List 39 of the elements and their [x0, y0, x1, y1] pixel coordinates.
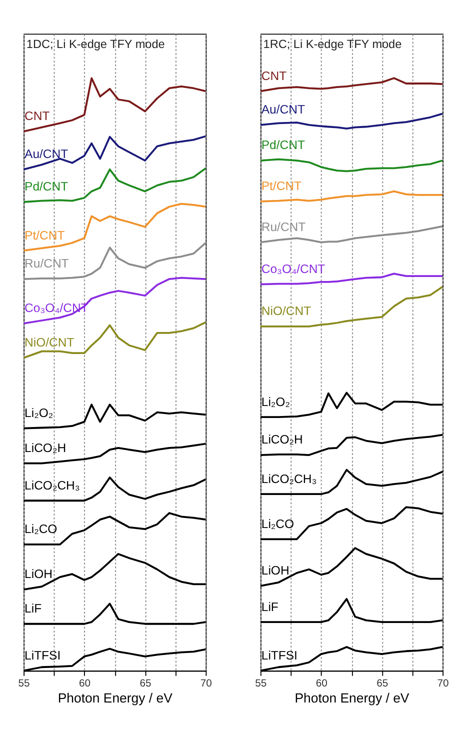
x-tick-label: 70	[200, 678, 212, 690]
x-tick-label: 60	[79, 678, 91, 690]
series-label: NiO/CNT	[24, 336, 75, 350]
series-label: Li₂CO	[261, 516, 294, 531]
series-label: Au/CNT	[261, 102, 306, 117]
x-axis-title: Photon Energy / eV	[58, 690, 173, 706]
series-label: LiTFSI	[261, 648, 298, 662]
series-label: Ru/CNT	[261, 220, 306, 234]
x-tick-label: 65	[376, 678, 388, 690]
series-label: LiOH	[261, 564, 290, 578]
series-label: LiCO₂H	[24, 440, 66, 455]
x-tick-label: 65	[140, 678, 152, 690]
x-tick-label: 70	[437, 678, 450, 690]
series-label: Li₂CO	[24, 522, 58, 536]
series-label: Ru/CNT	[24, 256, 70, 271]
series-label: LiTFSI	[24, 648, 61, 662]
series-label: Pd/CNT	[24, 180, 69, 194]
series-label: Pt/CNT	[24, 228, 66, 242]
x-axis-title: Photon Energy / eV	[294, 690, 410, 706]
series-label: Pt/CNT	[261, 179, 302, 194]
series-label: Li₂O₂	[261, 394, 290, 409]
series-label: LiCO₂CH₃	[24, 478, 80, 492]
chart-title: 1DC; Li K-edge TFY mode	[26, 38, 166, 51]
series-label: LiF	[24, 602, 42, 616]
x-tick-label: 55	[18, 678, 30, 690]
series-label: CNT	[261, 68, 288, 83]
series-label: LiOH	[24, 567, 52, 582]
series-label: LiCO₂CH₃	[261, 472, 317, 486]
series-label: NiO/CNT	[261, 304, 312, 318]
series-label: Li₂O₂	[24, 406, 54, 420]
series-label: Co₃O₄/CNT	[261, 262, 326, 276]
series-label: LiCO₂H	[261, 432, 303, 447]
series-label: Pd/CNT	[261, 138, 306, 152]
series-label: CNT	[24, 109, 50, 124]
series-label: Au/CNT	[24, 147, 69, 162]
chart-title: 1RC; Li K-edge TFY mode	[263, 38, 402, 51]
x-tick-label: 60	[316, 678, 328, 690]
x-tick-label: 55	[255, 678, 267, 690]
series-label: LiF	[261, 600, 278, 614]
